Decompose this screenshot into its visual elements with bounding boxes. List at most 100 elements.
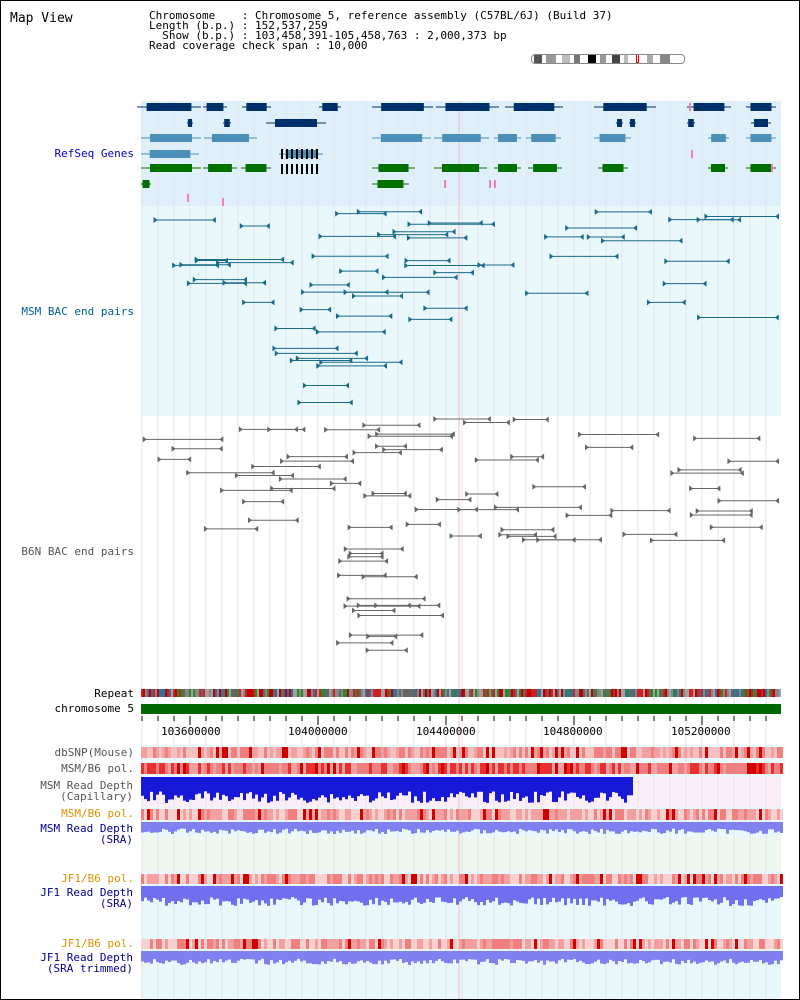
polymorphism-cell [345, 747, 348, 758]
bac-end-marker [311, 253, 316, 260]
polymorphism-cell [561, 747, 564, 758]
polymorphism-cell [411, 874, 414, 884]
read-depth-bar [270, 822, 273, 833]
bac-end-marker [337, 572, 342, 579]
polymorphism-cell [513, 874, 516, 884]
polymorphism-cell [552, 939, 555, 949]
polymorphism-cell [258, 809, 261, 820]
polymorphism-cell [315, 809, 318, 820]
read-depth-bar [750, 886, 753, 906]
polymorphism-cell [588, 939, 591, 949]
polymorphism-cell [525, 939, 528, 949]
read-depth-bar [294, 822, 297, 829]
gene-exon-dark [306, 149, 308, 159]
read-depth-bar [534, 886, 537, 905]
read-depth-bar [348, 777, 351, 796]
polymorphism-cell [549, 939, 552, 949]
read-depth-bar [411, 951, 414, 962]
repeat-element [427, 689, 429, 697]
polymorphism-cell [300, 939, 303, 949]
b6n-bac-label[interactable]: B6N BAC end pairs [21, 545, 134, 558]
bac-end-marker [142, 436, 147, 443]
repeat-element [269, 689, 271, 697]
polymorphism-cell [615, 874, 618, 884]
polymorphism-cell [720, 763, 723, 774]
read-depth-bar [480, 777, 483, 792]
msm-b6-pol-label[interactable]: MSM/B6 pol. [61, 762, 134, 775]
read-depth-bar [222, 886, 225, 902]
polymorphism-cell [336, 809, 339, 820]
read-depth-bar [297, 777, 300, 800]
msm-bac-label[interactable]: MSM BAC end pairs [21, 305, 134, 318]
read-depth-bar [183, 886, 186, 899]
polymorphism-cell [684, 939, 687, 949]
polymorphism-cell [252, 874, 255, 884]
repeat-label[interactable]: Repeat [94, 687, 134, 700]
bac-end-marker [352, 449, 357, 456]
read-depth-bar [354, 951, 357, 964]
polymorphism-cell [708, 939, 711, 949]
polymorphism-cell [192, 874, 195, 884]
read-depth-bar [606, 822, 609, 830]
jf1-b6-pol-trim-label[interactable]: JF1/B6 pol. [61, 937, 134, 950]
read-depth-bar [297, 886, 300, 901]
repeat-element [675, 689, 677, 697]
polymorphism-cell [468, 874, 471, 884]
polymorphism-cell [768, 763, 771, 774]
repeat-element [657, 689, 659, 697]
msm-b6-pol-sra-label[interactable]: MSM/B6 pol. [61, 807, 134, 820]
gene-exon [150, 164, 192, 172]
chromosome-ideogram[interactable] [531, 54, 685, 64]
read-depth-bar [687, 951, 690, 960]
polymorphism-cell [363, 939, 366, 949]
bac-end-marker [262, 279, 267, 286]
repeat-element [507, 689, 509, 697]
polymorphism-cell [519, 747, 522, 758]
read-depth-bar [591, 951, 594, 964]
repeat-element [291, 689, 293, 697]
repeat-element [435, 689, 437, 697]
read-depth-bar [375, 951, 378, 965]
repeat-element [735, 689, 737, 697]
polymorphism-cell [564, 747, 567, 758]
polymorphism-cell [414, 747, 417, 758]
repeat-element [529, 689, 531, 697]
jf1-depth-trim-label[interactable]: JF1 Read Depth (SRA trimmed) [40, 951, 133, 975]
read-depth-bar [690, 886, 693, 905]
polymorphism-cell [465, 874, 468, 884]
polymorphism-cell [696, 874, 699, 884]
read-depth-bar [243, 951, 246, 960]
jf1-depth-sra-label[interactable]: JF1 Read Depth (SRA) [40, 886, 133, 910]
msm-depth-capillary-label[interactable]: MSM Read Depth (Capillary) [40, 779, 133, 803]
read-depth-bar [549, 777, 552, 792]
polymorphism-cell [633, 809, 636, 820]
polymorphism-cell [306, 874, 309, 884]
read-depth-bar [444, 822, 447, 832]
dbsnp-label[interactable]: dbSNP(Mouse) [54, 746, 134, 759]
read-depth-bar [369, 822, 372, 831]
read-depth-bar [225, 822, 228, 831]
repeat-element [377, 689, 379, 697]
jf1-b6-pol-label[interactable]: JF1/B6 pol. [61, 872, 134, 885]
gene-exon [630, 119, 635, 127]
polymorphism-cell [723, 809, 726, 820]
msm-depth-sra-label[interactable]: MSM Read Depth (SRA) [40, 822, 133, 846]
bac-end-marker [375, 431, 380, 438]
polymorphism-cell [162, 939, 165, 949]
polymorphism-cell [690, 747, 693, 758]
read-depth-bar [402, 822, 405, 829]
repeat-element [555, 689, 557, 697]
bac-end-marker [436, 521, 441, 528]
polymorphism-cell [150, 763, 153, 774]
read-depth-bar [189, 886, 192, 906]
bac-end-marker [739, 470, 744, 477]
polymorphism-cell [279, 747, 282, 758]
read-depth-bar [609, 951, 612, 960]
refseq-genes-label[interactable]: RefSeq Genes [54, 147, 134, 160]
repeat-element [277, 689, 279, 697]
repeat-element [263, 689, 265, 697]
polymorphism-cell [354, 939, 357, 949]
read-depth-bar [213, 777, 216, 798]
